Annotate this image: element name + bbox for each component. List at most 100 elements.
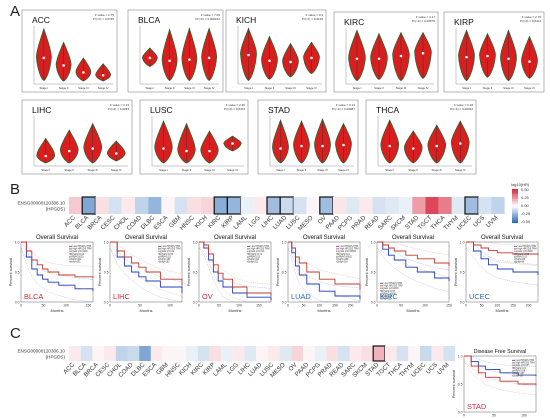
violin-median	[247, 53, 250, 57]
survival-plot-x-label: Months	[495, 308, 508, 313]
survival-plot-cancer-label: BLCA	[24, 292, 43, 301]
heatmap-cell	[333, 197, 347, 214]
violin-median	[321, 144, 324, 148]
survival-ci-lower	[376, 247, 450, 278]
violin-median	[342, 143, 345, 147]
panel-c: ENSG00000120306.10(HPGDS)ACCBLCABRCACESC…	[17, 345, 537, 418]
panel-label-a: A	[10, 3, 20, 20]
violin-median	[168, 59, 171, 63]
heatmap-legend-swatch	[512, 216, 518, 218]
heatmap-cell	[396, 346, 409, 361]
survival-legend-entry: High HPGDS TPM	[516, 363, 535, 365]
survival-ci-lower	[109, 247, 183, 297]
violin-median	[507, 57, 510, 61]
heatmap-column-label: SKCM	[389, 214, 407, 232]
stage-label: Stage I	[385, 168, 394, 172]
heatmap-cell	[338, 346, 350, 361]
survival-plot-x-tick: 0	[463, 414, 465, 418]
survival-curve	[21, 241, 94, 278]
survival-legend-entry: HR(high)=0.66	[158, 254, 174, 256]
survival-plot-y-tick: 0.5	[460, 270, 465, 274]
survival-plot-y-tick: 0.5	[193, 270, 198, 274]
heatmap-cell	[443, 346, 456, 361]
survival-plot-y-tick: 1.0	[193, 240, 198, 244]
stage-label: Stage III	[432, 168, 443, 172]
survival-plot-y-tick: 0.5	[104, 270, 109, 274]
survival-legend-entry: n(low)=187	[512, 376, 524, 378]
survival-ci-lower	[287, 247, 361, 302]
survival-legend-entry: p(HR)=0.021	[158, 256, 172, 258]
violin-median	[185, 149, 188, 153]
heatmap-cell	[148, 197, 162, 214]
survival-plot-x-tick: 50	[217, 304, 221, 308]
survival-plot-y-tick: 0.0	[371, 300, 376, 304]
survival-legend-entry: HR(high)=0.64	[69, 254, 85, 256]
survival-plot-y-tick: 1.0	[104, 240, 109, 244]
heatmap-legend-swatch	[512, 204, 518, 207]
violin-median	[355, 57, 359, 61]
survival-ci-upper	[109, 241, 183, 283]
heatmap-legend-swatch	[512, 197, 518, 200]
survival-plot-x-tick: 0	[287, 304, 289, 308]
survival-plot-x-label: Months	[50, 308, 63, 313]
heatmap-cell	[209, 346, 222, 361]
heatmap-legend-swatch	[512, 189, 518, 191]
heatmap-legend-swatch	[512, 221, 518, 224]
survival-legend-entry: n(high)=239	[336, 259, 349, 261]
survival-plot-title: Overall Survival	[125, 235, 167, 241]
survival-plot-lihc: Overall Survival Percent survival Months 0.…	[97, 235, 183, 313]
heatmap-legend-swatch	[512, 207, 518, 210]
survival-plot-title: Overall Survival	[392, 235, 434, 241]
survival-legend-entry: n(low)=239	[336, 262, 348, 264]
survival-plot-x-label: Months	[139, 308, 152, 313]
survival-ci-lower	[287, 247, 360, 303]
survival-ci-upper	[288, 241, 361, 280]
survival-plot-frame	[198, 241, 272, 303]
violin-plot-p-value: Pr(>F) = 0.00042	[450, 107, 473, 111]
heatmap-legend-tick: 0.25	[521, 195, 530, 200]
survival-plot-y-label: Percent survival	[275, 258, 280, 287]
stage-label: Stage II	[265, 86, 275, 90]
survival-plot-x-tick: 150	[256, 304, 262, 308]
violin-median	[162, 147, 165, 150]
survival-curve	[377, 241, 450, 281]
heatmap-column-label: OV	[317, 214, 329, 226]
survival-plot-x-tick: 100	[316, 304, 322, 308]
violin-median	[207, 56, 211, 60]
heatmap-cell	[150, 346, 163, 361]
survival-legend-entry: High HPGDS TPM	[162, 249, 181, 251]
stage-label: Stage III	[285, 86, 296, 90]
violin-median	[62, 64, 65, 67]
survival-plot-x-tick: 100	[422, 304, 428, 308]
stage-label: Stage II	[408, 168, 418, 172]
heatmap-cell	[115, 346, 128, 361]
heatmap-cell	[244, 346, 257, 361]
violin-median	[114, 152, 118, 155]
heatmap-cell	[326, 346, 339, 361]
heatmap-cell	[303, 346, 315, 361]
heatmap-b: ENSG00000120306.10(HPGDS)ACCBLCABRCACESC…	[17, 182, 530, 232]
violin-plot-title: KICH	[236, 15, 256, 25]
survival-legend-entry: n(high)=182	[158, 259, 171, 261]
survival-plot-x-tick: 50	[480, 304, 484, 308]
survival-plot-kirc: Overall Survival Percent survival Months 0.…	[364, 235, 452, 313]
survival-legend-entry: p(HR)=0.0029	[69, 256, 84, 258]
survival-plot-cancer-label: OV	[202, 292, 213, 301]
stage-label: Stage I	[276, 168, 285, 172]
panel-b: ENSG00000120306.10(HPGDS)ACCBLCABRCACESC…	[8, 182, 539, 313]
heatmap-column-label: UCS	[425, 361, 439, 375]
violin-median	[300, 144, 303, 148]
heatmap-column-label: MESO	[297, 214, 315, 232]
survival-plot-x-tick: 50	[492, 414, 496, 418]
violin-median	[486, 54, 489, 58]
violin-plot-title: KIRC	[344, 17, 364, 27]
stage-label: Stage II	[297, 168, 307, 172]
survival-plot-cancer-label: KIRC	[380, 292, 398, 301]
heatmap-cell	[240, 197, 254, 214]
survival-legend-entry: Logrank p=0.0096	[514, 250, 533, 253]
violin-plot-title: ACC	[32, 15, 50, 25]
survival-plot-x-tick: 50	[302, 304, 306, 308]
